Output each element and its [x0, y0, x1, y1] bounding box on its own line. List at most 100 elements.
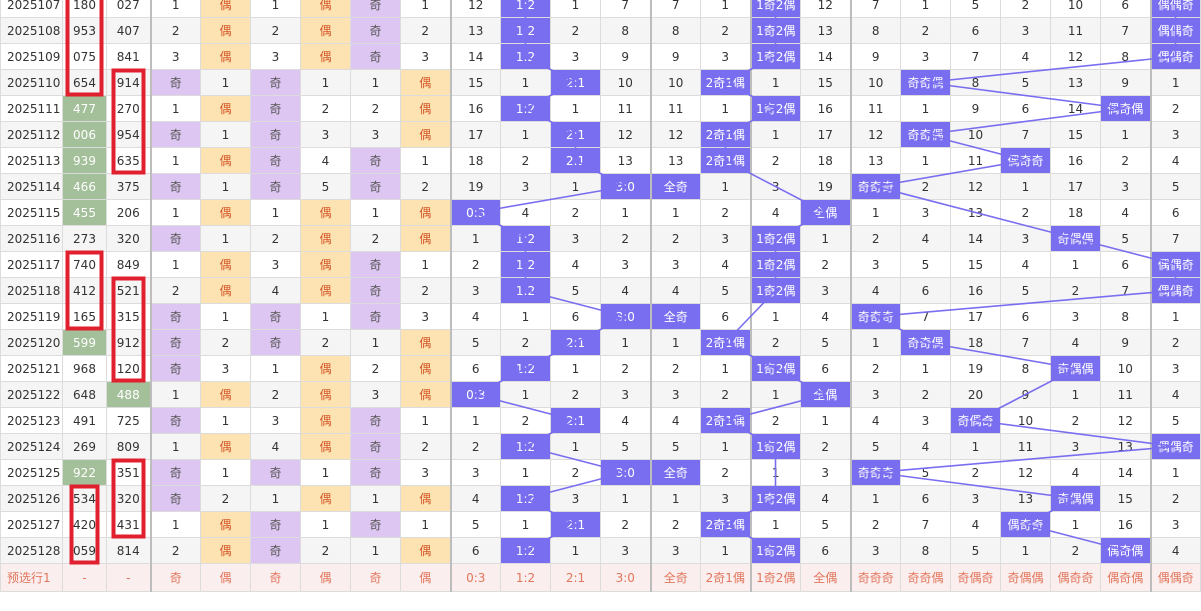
preselect-option-cell[interactable]: 0:3: [449, 563, 501, 592]
stat-cell: 8: [600, 17, 651, 44]
stat-cell: 2: [749, 147, 801, 174]
period-cell: 2025122: [0, 381, 63, 408]
stat-cell: 2: [849, 355, 901, 382]
stat-cell: 奇: [149, 407, 201, 434]
stat-cell: 偶: [300, 225, 351, 252]
stat-cell: 2:1: [550, 69, 601, 96]
stat-cell: 17: [1050, 173, 1101, 200]
stat-cell: 偶: [400, 69, 451, 96]
stat-cell: 2:1: [550, 407, 601, 434]
stat-cell: 5: [800, 511, 851, 538]
winning-number-cell: 466: [62, 173, 107, 200]
stat-cell: 10: [950, 121, 1001, 148]
preselect-option-cell[interactable]: 奇奇偶: [900, 563, 951, 592]
stat-cell: 2: [149, 537, 201, 564]
stat-cell: 11: [849, 95, 901, 122]
stat-cell: 2奇1偶: [700, 121, 751, 148]
stat-cell: 2: [350, 95, 401, 122]
trial-number-cell: 814: [106, 537, 151, 564]
preselect-option-cell[interactable]: 全奇: [649, 563, 701, 592]
preselect-label[interactable]: 预选行1: [0, 563, 63, 592]
table-row: 2025119 165 315 奇 1 奇 1 奇 3 4 1 6 3:0 全奇 6 1 4 奇奇奇 7 17 6 3 8 1: [0, 303, 1201, 330]
stat-cell: 1: [550, 355, 601, 382]
stat-cell: 3:0: [600, 173, 651, 200]
preselect-option-cell[interactable]: 全偶: [800, 563, 851, 592]
stat-cell: 5: [600, 433, 651, 460]
stat-cell: 3: [550, 225, 601, 252]
stat-cell: 2: [250, 225, 301, 252]
stat-cell: 3: [700, 485, 751, 512]
preselect-option-cell[interactable]: 偶偶奇: [1149, 563, 1201, 592]
stat-cell: 5: [449, 511, 501, 538]
winning-number-cell: 420: [62, 511, 107, 538]
stat-cell: 2: [1100, 147, 1151, 174]
preselect-row[interactable]: 预选行1- - 奇偶奇偶奇偶 0:3 1:2 2:1 3:0 全奇 2奇1偶 1奇2偶 全偶 奇奇奇奇…: [0, 563, 1201, 592]
stat-cell: 奇: [350, 303, 401, 330]
preselect-option-cell[interactable]: 奇偶偶: [1000, 563, 1051, 592]
preselect-option-cell[interactable]: 2奇1偶: [700, 563, 751, 592]
stat-cell: 0:3: [449, 199, 501, 226]
stat-cell: 13: [649, 147, 701, 174]
stat-cell: 7: [900, 511, 951, 538]
stat-cell: 3: [649, 381, 701, 408]
stat-cell: 18: [449, 147, 501, 174]
stat-cell: 3:0: [600, 303, 651, 330]
stat-cell: 3: [649, 251, 701, 278]
winning-number-cell: 491: [62, 407, 107, 434]
stat-cell: 偶: [200, 251, 251, 278]
table-row: 2025109 075 841 3 偶 3 偶奇 3 14 1:2 3 9 9 3 1奇2偶 14 9 3 7 4 12…: [0, 43, 1201, 70]
preselect-option-cell[interactable]: 1奇2偶: [749, 563, 801, 592]
trial-number-cell: 809: [106, 433, 151, 460]
preselect-option-cell[interactable]: 偶: [400, 563, 451, 592]
stat-cell: 奇: [149, 303, 201, 330]
table-row: 2025107 180 027 1 偶 1 偶奇 1 12 1:2 1 7 7 1 1奇2偶 12 7 1 5 2 10…: [0, 0, 1201, 18]
stat-cell: 9: [849, 43, 901, 70]
stat-cell: 1:2: [500, 43, 551, 70]
stat-cell: 奇: [250, 69, 301, 96]
stat-cell: 2: [449, 251, 501, 278]
trial-number-cell: 315: [106, 303, 151, 330]
stat-cell: 2: [400, 17, 451, 44]
stat-cell: 9: [600, 43, 651, 70]
stat-cell: 4: [849, 407, 901, 434]
preselect-option-cell[interactable]: 2:1: [550, 563, 601, 592]
preselect-option-cell[interactable]: 奇: [250, 563, 301, 592]
stat-cell: 1: [149, 433, 201, 460]
stat-cell: 9: [1100, 329, 1151, 356]
preselect-option-cell[interactable]: 偶: [200, 563, 251, 592]
winning-number-cell: 654: [62, 69, 107, 96]
stat-cell: 2: [1000, 199, 1051, 226]
stat-cell: 1: [149, 147, 201, 174]
table-row: 2025108 953 407 2 偶 2 偶奇 2 13 1:2 2 8 8 2 1奇2偶 13 8 2 6 3 11…: [0, 17, 1201, 44]
preselect-option-cell[interactable]: 1:2: [500, 563, 551, 592]
stat-cell: 偶: [400, 355, 451, 382]
preselect-option-cell[interactable]: 偶奇奇: [1050, 563, 1101, 592]
stat-cell: 奇偶偶: [1050, 355, 1101, 382]
stat-cell: 9: [950, 95, 1001, 122]
stat-cell: 1: [1000, 173, 1051, 200]
stat-cell: 4: [800, 303, 851, 330]
stat-cell: 2: [600, 511, 651, 538]
stat-cell: 5: [800, 329, 851, 356]
stat-cell: 偶: [400, 225, 451, 252]
period-cell: 2025115: [0, 199, 63, 226]
trial-number-cell: 912: [106, 329, 151, 356]
preselect-option-cell[interactable]: 3:0: [600, 563, 651, 592]
stat-cell: 9: [649, 43, 701, 70]
preselect-option-cell[interactable]: 偶: [300, 563, 351, 592]
preselect-option-cell[interactable]: 偶奇偶: [1100, 563, 1151, 592]
stat-cell: 1: [149, 381, 201, 408]
stat-cell: 5: [900, 251, 951, 278]
stat-cell: 6: [900, 485, 951, 512]
preselect-tri-cell[interactable]: -: [106, 563, 151, 592]
stat-cell: 1: [200, 407, 251, 434]
preselect-option-cell[interactable]: 奇: [149, 563, 201, 592]
preselect-option-cell[interactable]: 奇偶奇: [950, 563, 1001, 592]
stat-cell: 2: [1050, 277, 1101, 304]
stat-cell: 1: [550, 433, 601, 460]
preselect-option-cell[interactable]: 奇: [350, 563, 401, 592]
stat-cell: 1: [149, 511, 201, 538]
preselect-option-cell[interactable]: 奇奇奇: [849, 563, 901, 592]
trial-number-cell: 320: [106, 485, 151, 512]
preselect-win-cell[interactable]: -: [62, 563, 107, 592]
